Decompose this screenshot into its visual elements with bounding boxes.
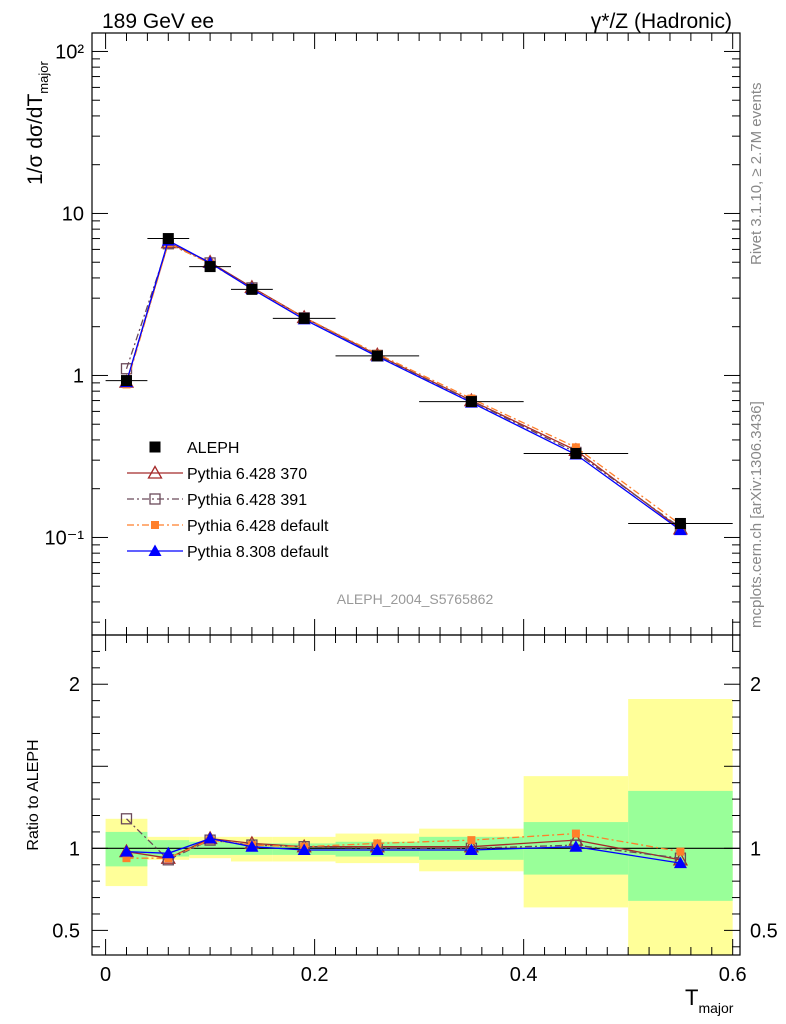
ratio-point-p8_default: [297, 843, 311, 855]
ratio-point-p6_default: [373, 839, 382, 848]
main-ylabel: 1/σ dσ/dTmajor: [24, 61, 51, 185]
ratio-y-tick-label-left: 0.5: [52, 920, 80, 942]
point-p6_default: [571, 443, 580, 452]
ratio-y-tick-label-left: 1: [69, 838, 80, 860]
point-data: [246, 283, 258, 295]
legend-label-p6_default: Pythia 6.428 default: [187, 518, 329, 535]
ratio-point-p6_default: [122, 854, 131, 863]
ratio-point-p8_default: [161, 846, 175, 859]
point-p8_default: [673, 523, 687, 536]
point-data: [570, 447, 582, 459]
legend-marker-p6_391: [149, 493, 161, 505]
ratio-bands: [92, 699, 740, 955]
legend: ALEPH Pythia 6.428 370 Pythia 6.428 391 Pyt…: [127, 440, 329, 561]
ratio-axes: 0.5 0.5 1 1 2 2 0 0.2 0.4 0.6: [52, 635, 778, 986]
point-data: [674, 517, 686, 529]
ratio-point-p8_default: [673, 856, 687, 869]
ratio-y-tick-label-right: 1: [750, 838, 761, 860]
x-tick-label: 0.4: [510, 964, 538, 986]
legend-label-data: ALEPH: [187, 440, 239, 457]
main-series: [105, 233, 733, 536]
band-inner-8: [628, 790, 733, 901]
left-title: 189 GeV ee: [102, 10, 214, 33]
legend-label-p8_default: Pythia 8.308 default: [187, 544, 329, 561]
ratio-ylabel: Ratio to ALEPH: [25, 739, 42, 850]
ratio-y-tick-label-right: 0.5: [750, 920, 778, 942]
ratio-frame: [91, 634, 741, 956]
y-tick-label: 10: [62, 203, 84, 225]
ratio-point-p6_default: [467, 836, 476, 845]
point-data: [120, 375, 132, 387]
ratio-point-p6_default: [676, 847, 685, 856]
x-axis-title: Tmajor: [685, 985, 734, 1016]
legend-marker-p8_default: [148, 544, 162, 556]
ratio-point-p8_default: [569, 840, 583, 852]
y-tick-label: 10²: [55, 41, 84, 63]
ratio-point-p8_default: [464, 843, 478, 855]
rivet-label: Rivet 3.1.10, ≥ 2.7M events: [748, 83, 765, 266]
right-title: γ*/Z (Hadronic): [591, 10, 732, 33]
point-data: [298, 312, 310, 324]
legend-label-p6_370: Pythia 6.428 370: [187, 466, 307, 483]
legend-label-p6_391: Pythia 6.428 391: [187, 492, 307, 509]
mcplots-label: mcplots.cern.ch [arXiv:1306.3436]: [748, 401, 765, 628]
ratio-point-p8_default: [203, 831, 217, 844]
ratio-point-p6_default: [571, 829, 580, 838]
x-tick-label: 0: [100, 964, 111, 986]
ratio-point-p6_391: [120, 813, 133, 825]
ratio-series: [118, 813, 689, 869]
series-line-p8_default: [125, 239, 681, 531]
legend-marker-p6_default: [151, 521, 159, 529]
series-line-p6_391: [125, 242, 681, 529]
analysis-label: ALEPH_2004_S5765862: [337, 591, 494, 607]
ratio-y-tick-label-right: 2: [750, 674, 761, 696]
ratio-point-p8_default: [245, 840, 259, 852]
point-data: [204, 261, 216, 273]
ratio-point-p8_default: [119, 845, 133, 857]
series-line-p6_370: [125, 241, 681, 530]
x-tick-label: 0.6: [719, 964, 747, 986]
x-tick-label: 0.2: [301, 964, 329, 986]
point-data: [465, 396, 477, 408]
y-tick-label: 10⁻¹: [45, 527, 85, 549]
y-tick-label: 1: [73, 365, 84, 387]
legend-marker-p6_370: [147, 465, 163, 479]
ratio-point-p8_default: [370, 843, 384, 855]
point-data: [162, 233, 174, 245]
legend-marker-data: [149, 441, 161, 453]
point-data: [371, 350, 383, 362]
ratio-y-tick-label-left: 2: [69, 674, 80, 696]
main-axes: 10⁻¹ 1 10 10²: [45, 33, 740, 635]
